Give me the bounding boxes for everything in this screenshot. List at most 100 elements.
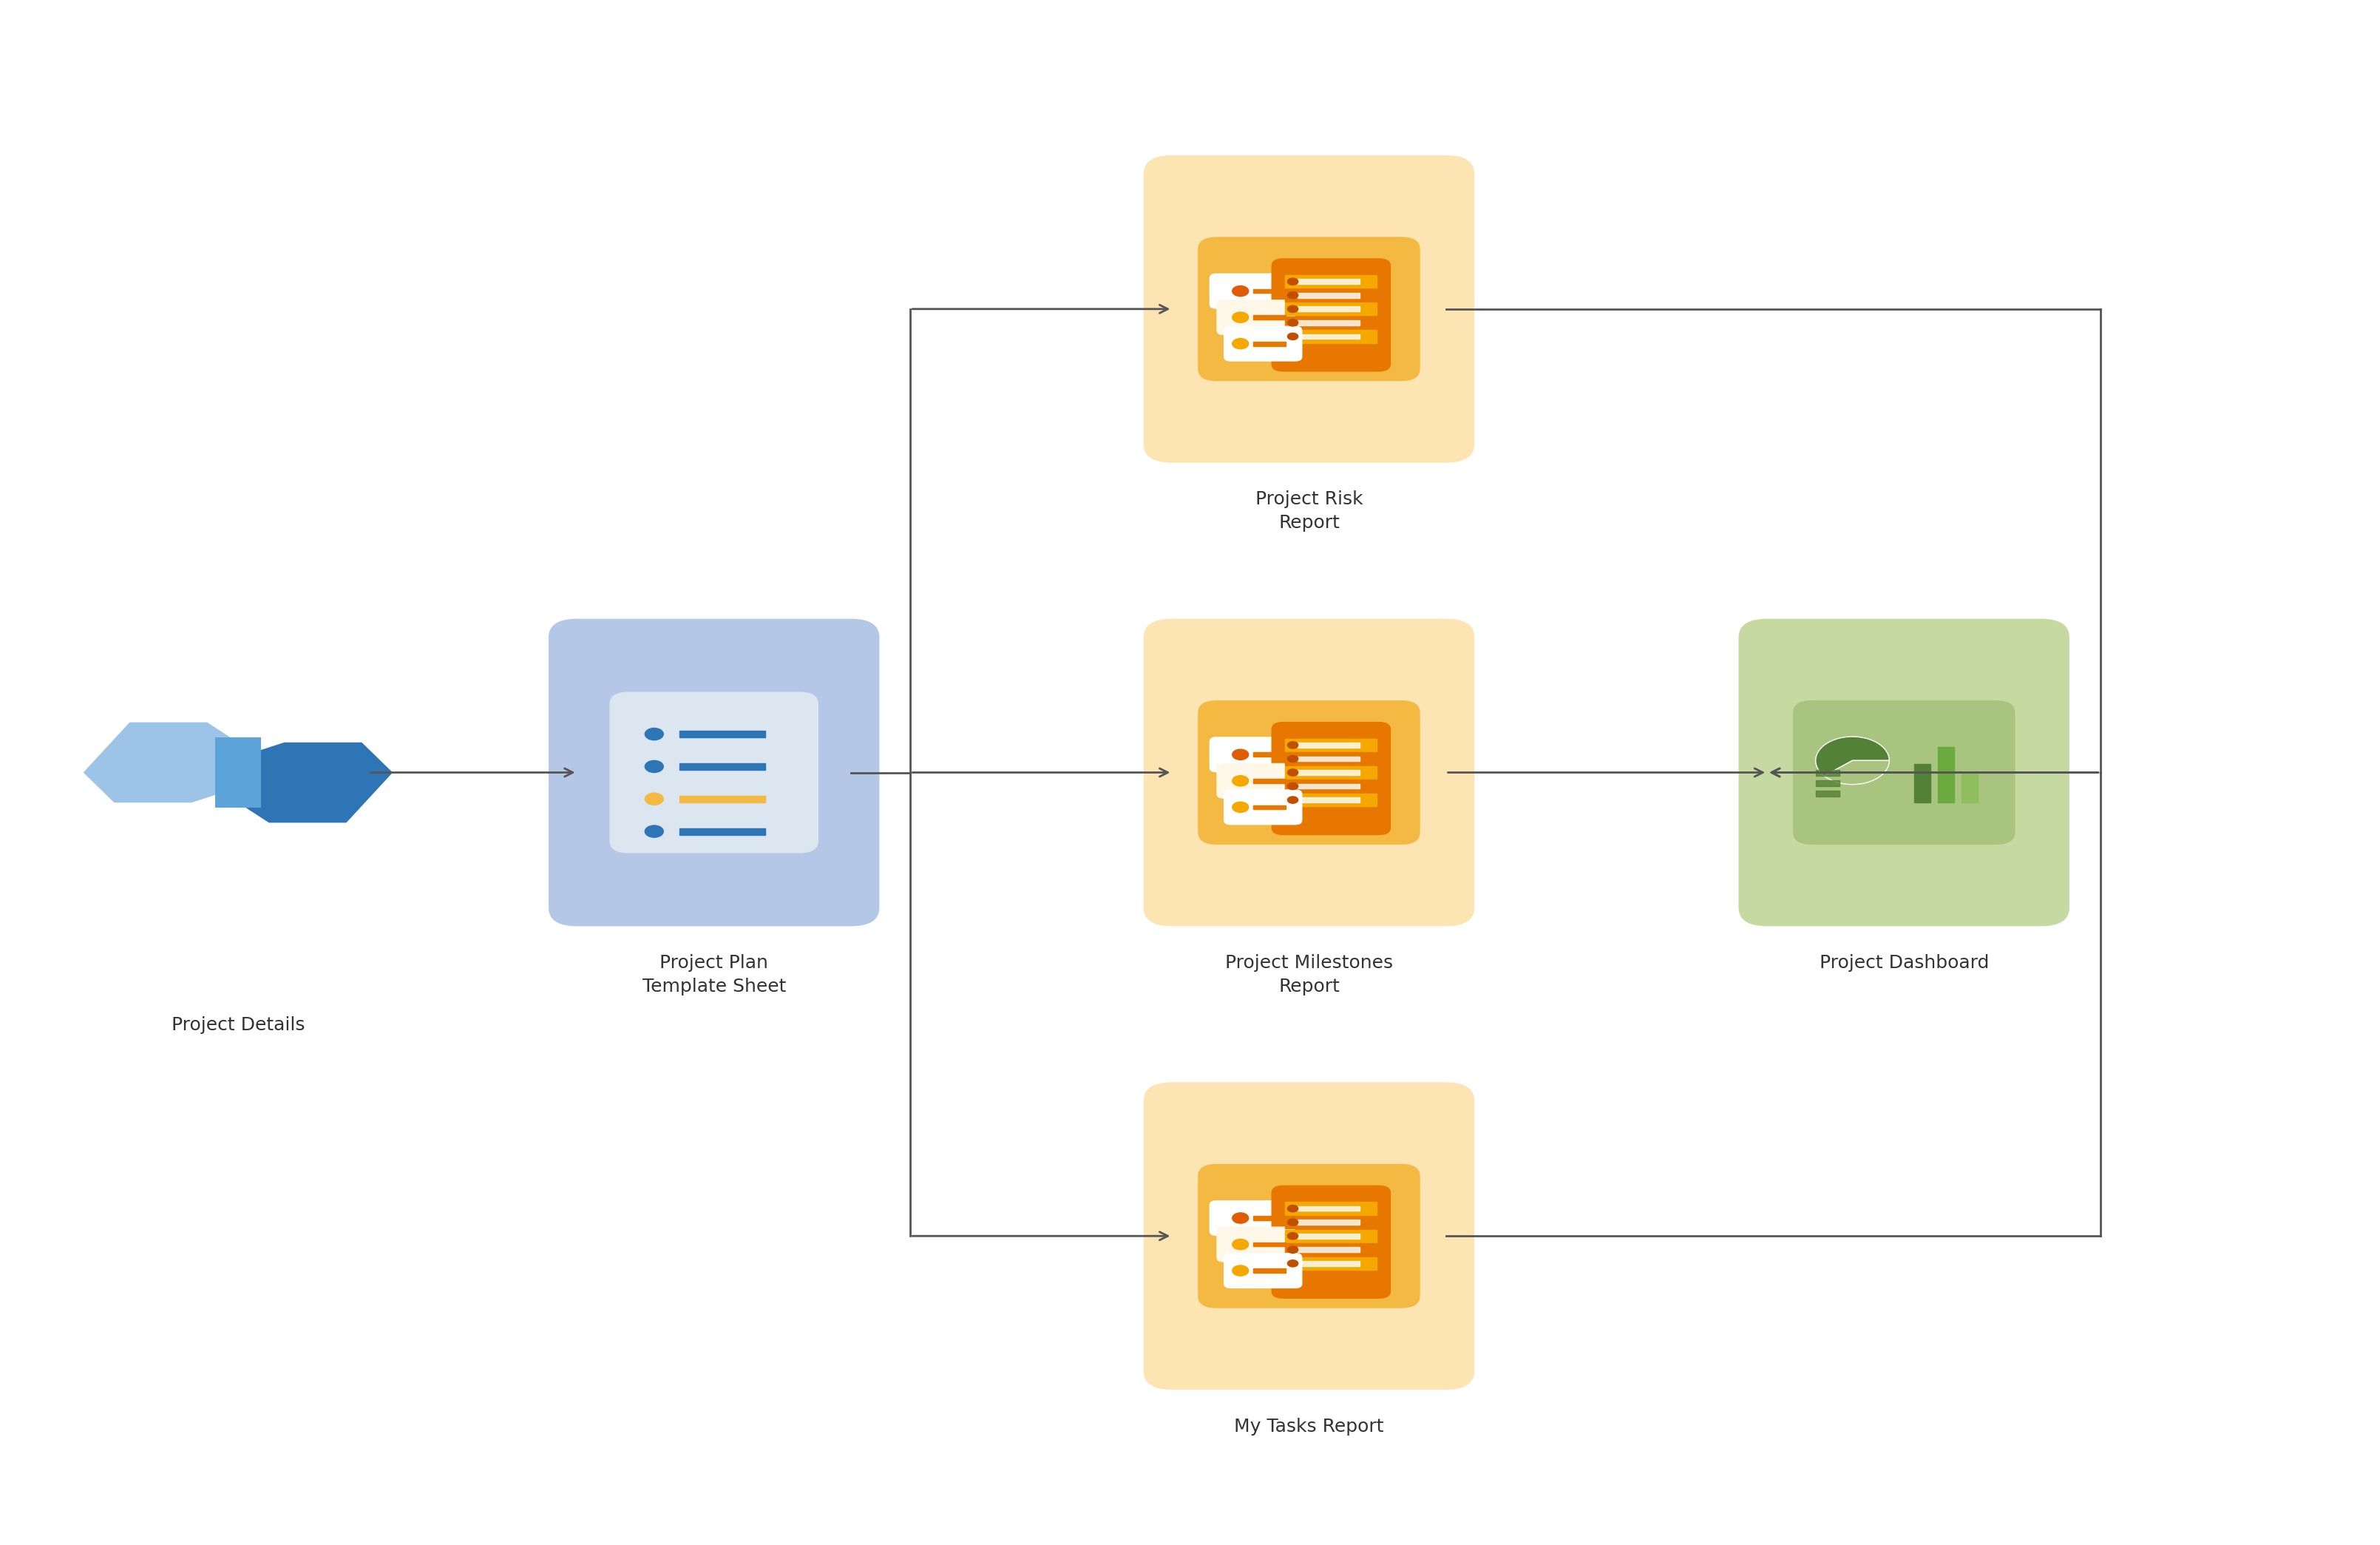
Bar: [1816, 769, 1840, 776]
Circle shape: [1233, 802, 1250, 813]
Circle shape: [1288, 783, 1297, 789]
Polygon shape: [224, 743, 393, 822]
FancyBboxPatch shape: [1145, 1082, 1476, 1390]
Bar: [1816, 780, 1840, 786]
FancyBboxPatch shape: [1216, 1227, 1295, 1262]
Bar: [1285, 331, 1378, 343]
Bar: [1297, 294, 1359, 298]
Bar: [1297, 1207, 1359, 1211]
Bar: [1285, 1258, 1378, 1270]
FancyBboxPatch shape: [547, 620, 881, 927]
FancyBboxPatch shape: [1216, 300, 1295, 335]
Circle shape: [1288, 334, 1297, 340]
Bar: [1816, 791, 1840, 796]
FancyBboxPatch shape: [1737, 620, 2071, 927]
Bar: [1285, 317, 1378, 329]
Bar: [1297, 320, 1359, 324]
Circle shape: [1288, 1261, 1297, 1267]
Circle shape: [645, 760, 664, 772]
Wedge shape: [1816, 737, 1890, 776]
Bar: [1297, 797, 1359, 802]
Circle shape: [1233, 1265, 1250, 1276]
FancyBboxPatch shape: [1197, 1163, 1421, 1309]
Bar: [1285, 1202, 1378, 1214]
Bar: [1254, 1242, 1285, 1247]
Bar: [1297, 1233, 1359, 1239]
Circle shape: [1288, 1205, 1297, 1211]
FancyBboxPatch shape: [1271, 1185, 1390, 1299]
Bar: [1254, 779, 1285, 783]
FancyBboxPatch shape: [1223, 1253, 1302, 1289]
Circle shape: [1233, 749, 1250, 760]
FancyBboxPatch shape: [1271, 722, 1390, 836]
Circle shape: [645, 825, 664, 837]
Bar: [1297, 743, 1359, 748]
Bar: [1285, 780, 1378, 793]
Bar: [1297, 769, 1359, 776]
Bar: [1961, 772, 1978, 802]
Circle shape: [645, 728, 664, 740]
Circle shape: [1288, 756, 1297, 762]
Bar: [1297, 757, 1359, 762]
Circle shape: [1233, 312, 1250, 323]
FancyBboxPatch shape: [1145, 620, 1476, 927]
Bar: [1285, 1216, 1378, 1228]
Text: My Tasks Report: My Tasks Report: [1235, 1418, 1383, 1435]
Circle shape: [1288, 769, 1297, 776]
Circle shape: [645, 793, 664, 805]
Circle shape: [1233, 776, 1250, 786]
Bar: [1297, 280, 1359, 284]
FancyBboxPatch shape: [1209, 737, 1288, 772]
Circle shape: [1288, 1219, 1297, 1225]
Circle shape: [1288, 797, 1297, 803]
Bar: [681, 828, 766, 834]
FancyBboxPatch shape: [1209, 1200, 1288, 1236]
Bar: [1254, 341, 1285, 346]
Circle shape: [1288, 292, 1297, 298]
FancyBboxPatch shape: [1197, 236, 1421, 382]
Bar: [681, 796, 766, 802]
Bar: [1297, 1221, 1359, 1225]
Circle shape: [1233, 1239, 1250, 1250]
FancyBboxPatch shape: [1271, 258, 1390, 372]
Text: Project Milestones
Report: Project Milestones Report: [1226, 953, 1392, 995]
Bar: [1285, 794, 1378, 806]
Bar: [1914, 763, 1930, 802]
FancyBboxPatch shape: [1209, 273, 1288, 309]
Bar: [1297, 306, 1359, 312]
Circle shape: [1288, 1247, 1297, 1253]
Bar: [1285, 752, 1378, 765]
Bar: [1285, 1244, 1378, 1256]
Text: Project Dashboard: Project Dashboard: [1818, 953, 1990, 972]
Text: Project Plan
Template Sheet: Project Plan Template Sheet: [643, 953, 785, 995]
Bar: [1254, 752, 1285, 757]
Bar: [1254, 1268, 1285, 1273]
Circle shape: [1288, 742, 1297, 748]
FancyBboxPatch shape: [1197, 700, 1421, 845]
Circle shape: [1233, 1213, 1250, 1224]
Circle shape: [1288, 278, 1297, 284]
FancyBboxPatch shape: [1216, 763, 1295, 799]
Polygon shape: [214, 737, 262, 808]
Bar: [1297, 1261, 1359, 1265]
FancyBboxPatch shape: [1792, 700, 2016, 845]
FancyBboxPatch shape: [1223, 789, 1302, 825]
FancyBboxPatch shape: [609, 692, 819, 853]
Bar: [1937, 746, 1954, 802]
Circle shape: [1288, 320, 1297, 326]
Bar: [1297, 334, 1359, 338]
Circle shape: [1233, 286, 1250, 297]
Bar: [1285, 739, 1378, 751]
Bar: [1297, 783, 1359, 788]
Bar: [1285, 289, 1378, 301]
Text: Project Risk
Report: Project Risk Report: [1254, 490, 1364, 531]
Bar: [1285, 766, 1378, 779]
Circle shape: [1288, 1233, 1297, 1239]
Polygon shape: [83, 723, 252, 803]
Circle shape: [1288, 306, 1297, 312]
Bar: [1254, 315, 1285, 320]
Bar: [1254, 289, 1285, 294]
Text: Project Details: Project Details: [171, 1017, 305, 1034]
Bar: [681, 731, 766, 737]
FancyBboxPatch shape: [1223, 326, 1302, 362]
